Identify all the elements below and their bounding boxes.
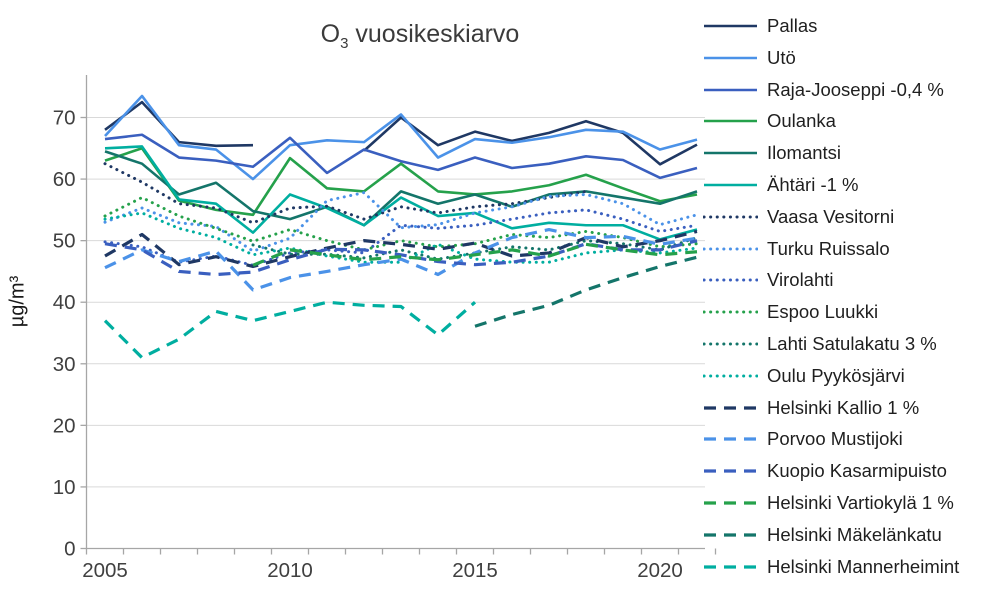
legend-item: Raja-Jooseppi -0,4 % bbox=[703, 79, 944, 101]
series-line-pallas bbox=[363, 116, 698, 166]
title-subscript: 3 bbox=[340, 35, 349, 52]
series-line-helsinki-kallio-1- bbox=[104, 229, 698, 269]
legend-item: Kuopio Kasarmipuisto bbox=[703, 460, 947, 482]
legend-item: Ähtäri -1 % bbox=[703, 174, 859, 196]
legend-label: Helsinki Mannerheimint bbox=[767, 555, 960, 577]
legend-label: Espoo Luukki bbox=[767, 301, 879, 323]
series-line-helsinki-m-kel-nkatu bbox=[474, 255, 698, 328]
legend-label: Oulu Pyykösjärvi bbox=[767, 364, 905, 386]
legend-swatch-dashed bbox=[704, 405, 757, 410]
legend-label: Utö bbox=[767, 46, 796, 68]
y-tick-label: 60 bbox=[53, 168, 76, 191]
x-tick-label: 2005 bbox=[82, 559, 128, 582]
legend-label: Ähtäri -1 % bbox=[767, 174, 859, 195]
legend-label: Pallas bbox=[767, 15, 818, 36]
y-tick-label: 20 bbox=[53, 414, 76, 437]
legend-item: Virolahti bbox=[703, 269, 834, 291]
y-tick-label: 40 bbox=[53, 291, 76, 314]
series-line-ut- bbox=[104, 94, 698, 181]
legend-label: Lahti Satulakatu 3 % bbox=[767, 333, 937, 354]
series-line--ht-ri-1- bbox=[104, 145, 698, 241]
legend-item: Helsinki Mannerheimint bbox=[703, 556, 959, 578]
title-rest: vuosikeskiarvo bbox=[348, 20, 520, 48]
legend-swatch-dashed bbox=[704, 564, 757, 569]
chart-title: O3 vuosikeskiarvo bbox=[200, 20, 640, 52]
series-line-porvoo-mustijoki bbox=[104, 227, 698, 292]
series-line-ilomantsi bbox=[104, 150, 698, 227]
title-prefix: O bbox=[320, 20, 341, 48]
legend-swatch-dotted bbox=[703, 310, 758, 314]
legend-swatch-solid bbox=[704, 183, 757, 187]
legend-swatch-dotted bbox=[703, 278, 758, 282]
legend-item: Lahti Satulakatu 3 % bbox=[703, 333, 937, 355]
y-tick-label: 30 bbox=[53, 353, 76, 376]
y-tick-label: 0 bbox=[64, 538, 75, 561]
legend-item: Helsinki Mäkelänkatu bbox=[703, 524, 942, 546]
y-tick-label: 10 bbox=[53, 476, 76, 499]
legend-swatch-solid bbox=[704, 120, 757, 123]
legend-item: Utö bbox=[703, 47, 796, 69]
series-line-turku-ruissalo bbox=[103, 191, 699, 253]
legend-item: Ilomantsi bbox=[703, 142, 841, 164]
legend-swatch-solid bbox=[704, 88, 757, 91]
legend-swatch-dashed bbox=[704, 437, 757, 441]
series-line-vaasa-vesitorni bbox=[103, 162, 588, 225]
legend-label: Virolahti bbox=[767, 269, 834, 291]
legend-item: Porvoo Mustijoki bbox=[703, 428, 903, 450]
legend-label: Ilomantsi bbox=[767, 142, 842, 164]
legend-item: Turku Ruissalo bbox=[703, 238, 890, 260]
x-tick-label: 2015 bbox=[452, 559, 498, 582]
y-axis-title: µg/m³ bbox=[6, 275, 29, 328]
legend-item: Oulanka bbox=[703, 110, 836, 132]
legend-swatch-solid bbox=[704, 24, 757, 28]
legend-label: Turku Ruissalo bbox=[767, 237, 890, 259]
legend-item: Pallas bbox=[703, 15, 817, 37]
legend-label: Oulanka bbox=[767, 110, 836, 132]
legend-swatch-dashed bbox=[704, 501, 757, 505]
legend-label: Helsinki Vartiokylä 1 % bbox=[767, 492, 954, 513]
legend-swatch-dashed bbox=[704, 469, 757, 473]
legend-swatch-dotted bbox=[703, 374, 758, 378]
legend-swatch-solid bbox=[704, 56, 757, 60]
legend: Pallas Utö Raja-Jooseppi -0,4 % Oulanka Ilom… bbox=[703, 0, 1000, 599]
legend-label: Helsinki Mäkelänkatu bbox=[767, 523, 942, 545]
legend-item: Oulu Pyykösjärvi bbox=[703, 365, 905, 387]
legend-item: Helsinki Kallio 1 % bbox=[703, 397, 919, 419]
legend-label: Kuopio Kasarmipuisto bbox=[767, 460, 947, 482]
x-tick-label: 2010 bbox=[267, 559, 313, 582]
series-line-helsinki-vartiokyl-1- bbox=[252, 242, 698, 267]
series-line-espoo-luukki bbox=[103, 196, 699, 252]
x-tick-label: 2020 bbox=[637, 559, 683, 582]
legend-item: Espoo Luukki bbox=[703, 301, 878, 323]
series-line-pallas bbox=[104, 100, 254, 148]
legend-swatch-dotted bbox=[703, 342, 758, 346]
legend-swatch-dotted bbox=[703, 215, 758, 219]
legend-label: Vaasa Vesitorni bbox=[767, 205, 895, 227]
legend-swatch-solid bbox=[704, 151, 757, 155]
legend-swatch-dotted bbox=[703, 247, 758, 251]
legend-item: Helsinki Vartiokylä 1 % bbox=[703, 492, 954, 514]
legend-label: Helsinki Kallio 1 % bbox=[767, 396, 920, 418]
series-line-kuopio-kasarmipuisto bbox=[104, 239, 698, 277]
y-tick-label: 50 bbox=[53, 230, 76, 253]
series-line-helsinki-mannerheimint bbox=[103, 300, 477, 360]
y-tick-label: 70 bbox=[53, 107, 76, 130]
legend-label: Raja-Jooseppi -0,4 % bbox=[767, 78, 944, 100]
legend-label: Porvoo Mustijoki bbox=[767, 428, 903, 450]
legend-item: Vaasa Vesitorni bbox=[703, 206, 894, 228]
legend-swatch-dashed bbox=[704, 533, 757, 537]
series-line-raja-jooseppi-0-4- bbox=[104, 133, 698, 180]
series-line-oulanka bbox=[104, 146, 698, 217]
